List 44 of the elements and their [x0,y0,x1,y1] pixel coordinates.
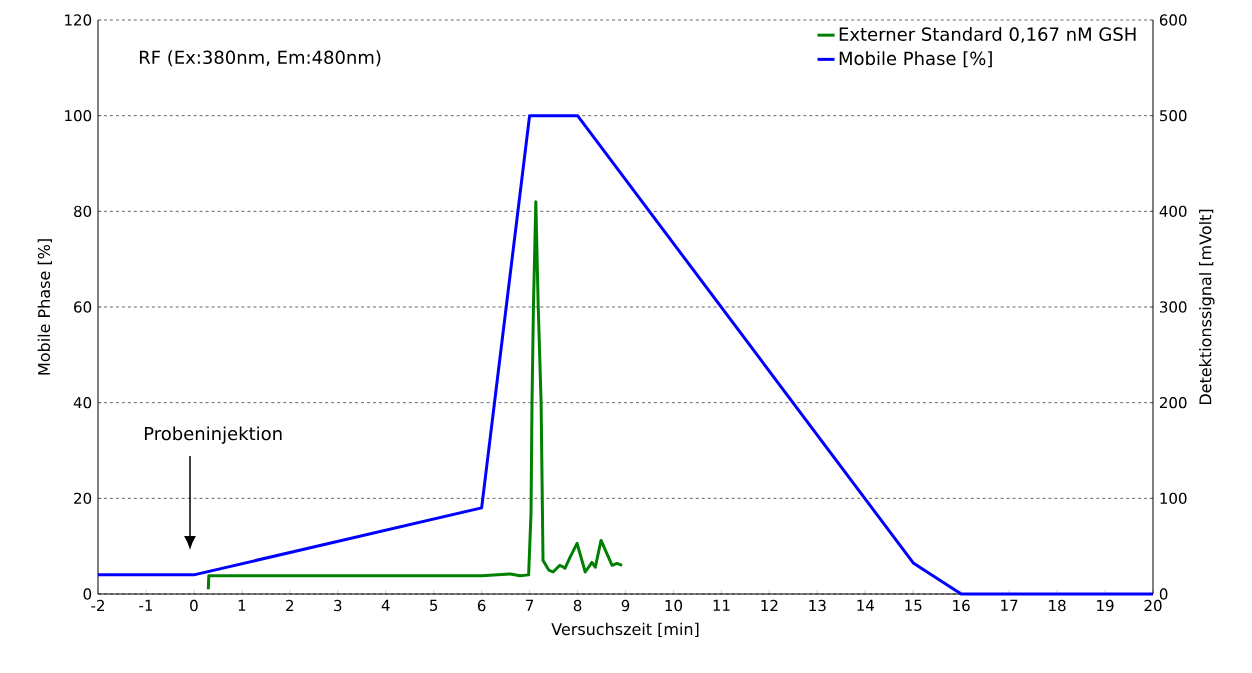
y-tick-label: 80 [74,205,92,218]
y-axis-title: Mobile Phase [%] [37,239,52,375]
x-tick-label: 16 [953,599,970,612]
x-tick-label: 13 [809,599,826,612]
x-tick-label: 6 [477,599,486,612]
x-tick-label: 1 [238,599,246,611]
annotation: RF (Ex:380nm, Em:480nm) [139,50,381,67]
x-tick-label: -2 [91,599,104,611]
y-tick-label: 20 [74,492,92,505]
y-tick-label: 40 [73,396,92,409]
x-axis-title: Versuchszeit [min] [551,622,699,638]
annotation: Probeninjektion [144,426,282,444]
x-tick-label: 8 [573,599,582,612]
x-tick-label: 20 [1144,599,1162,612]
x-tick-label: 17 [1001,599,1018,611]
x-tick-label: 5 [430,599,438,612]
y2-axis-title: Detektionssignal [mVolt] [1199,209,1215,405]
x-tick-label: -1 [139,599,153,611]
x-tick-label: 7 [526,599,534,611]
x-tick-label: 10 [665,599,682,612]
y2-tick-label: 0 [1159,588,1168,600]
y2-tick-label: 400 [1159,205,1187,218]
x-tick-label: 11 [713,599,730,611]
x-tick-label: 0 [190,599,198,612]
y2-tick-label: 200 [1159,396,1187,409]
y-tick-label: 60 [74,301,92,313]
y-tick-label: 100 [65,109,92,122]
x-tick-label: 14 [857,599,874,611]
x-tick-label: 4 [381,599,390,611]
x-tick-label: 18 [1049,599,1066,612]
y2-tick-label: 600 [1159,14,1187,26]
y-tick-label: 120 [65,14,92,26]
x-tick-label: 12 [761,599,778,611]
x-tick-label: 15 [905,599,922,612]
legend-label: Externer Standard 0,167 nM GSH [839,27,1136,43]
x-tick-label: 2 [286,599,294,611]
y2-tick-label: 500 [1160,109,1187,122]
x-tick-label: 3 [334,599,342,612]
legend-label: Mobile Phase [%] [839,51,992,68]
y-tick-label: 0 [83,588,92,600]
x-tick-label: 9 [621,599,630,612]
y2-tick-label: 100 [1160,492,1187,505]
x-tick-label: 19 [1097,599,1114,612]
y2-tick-label: 300 [1160,301,1187,313]
